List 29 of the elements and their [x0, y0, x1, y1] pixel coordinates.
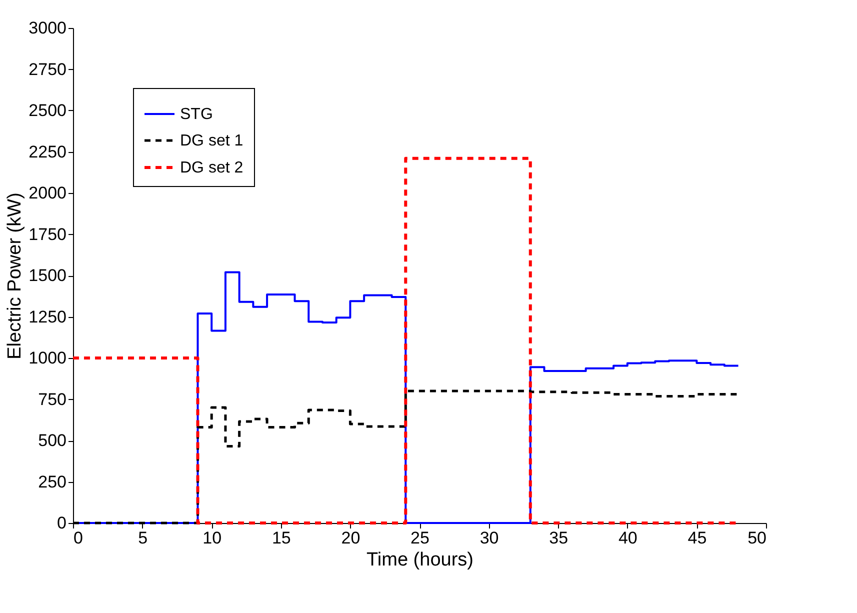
y-tick-label: 1750 — [28, 224, 66, 244]
x-tick-label: 35 — [549, 528, 568, 548]
y-tick-label: 3000 — [28, 18, 66, 38]
x-tick-label: 10 — [202, 528, 222, 548]
y-tick-label: 0 — [57, 514, 66, 532]
x-tick-label: 0 — [74, 528, 83, 548]
y-axis-title: Electric Power (kW) — [4, 192, 26, 360]
y-tick-label: 500 — [38, 431, 66, 450]
x-tick-label: 25 — [410, 528, 430, 548]
y-tick-label: 1250 — [28, 307, 66, 326]
y-tick-label: 2000 — [28, 184, 66, 202]
y-tick-label: 2250 — [28, 142, 66, 162]
y-tick-label: 750 — [38, 390, 66, 409]
x-tick-label: 30 — [480, 528, 499, 548]
legend-label: DG set 1 — [180, 132, 244, 150]
x-tick-label: 45 — [688, 528, 707, 548]
y-tick-label: 250 — [38, 472, 66, 492]
x-tick-label: 5 — [138, 528, 148, 548]
y-tick-label: 1500 — [28, 266, 66, 285]
x-tick-label: 20 — [341, 528, 360, 548]
legend-label: STG — [180, 106, 213, 123]
legend-label: DG set 2 — [180, 160, 244, 176]
x-axis-title: Time (hours) — [366, 550, 474, 570]
x-tick-label: 50 — [748, 528, 766, 548]
x-tick-label: 40 — [618, 528, 638, 548]
x-tick-label: 15 — [272, 528, 291, 548]
y-tick-label: 1000 — [28, 348, 66, 368]
y-tick-label: 2500 — [28, 101, 66, 120]
y-tick-label: 2750 — [28, 60, 66, 79]
